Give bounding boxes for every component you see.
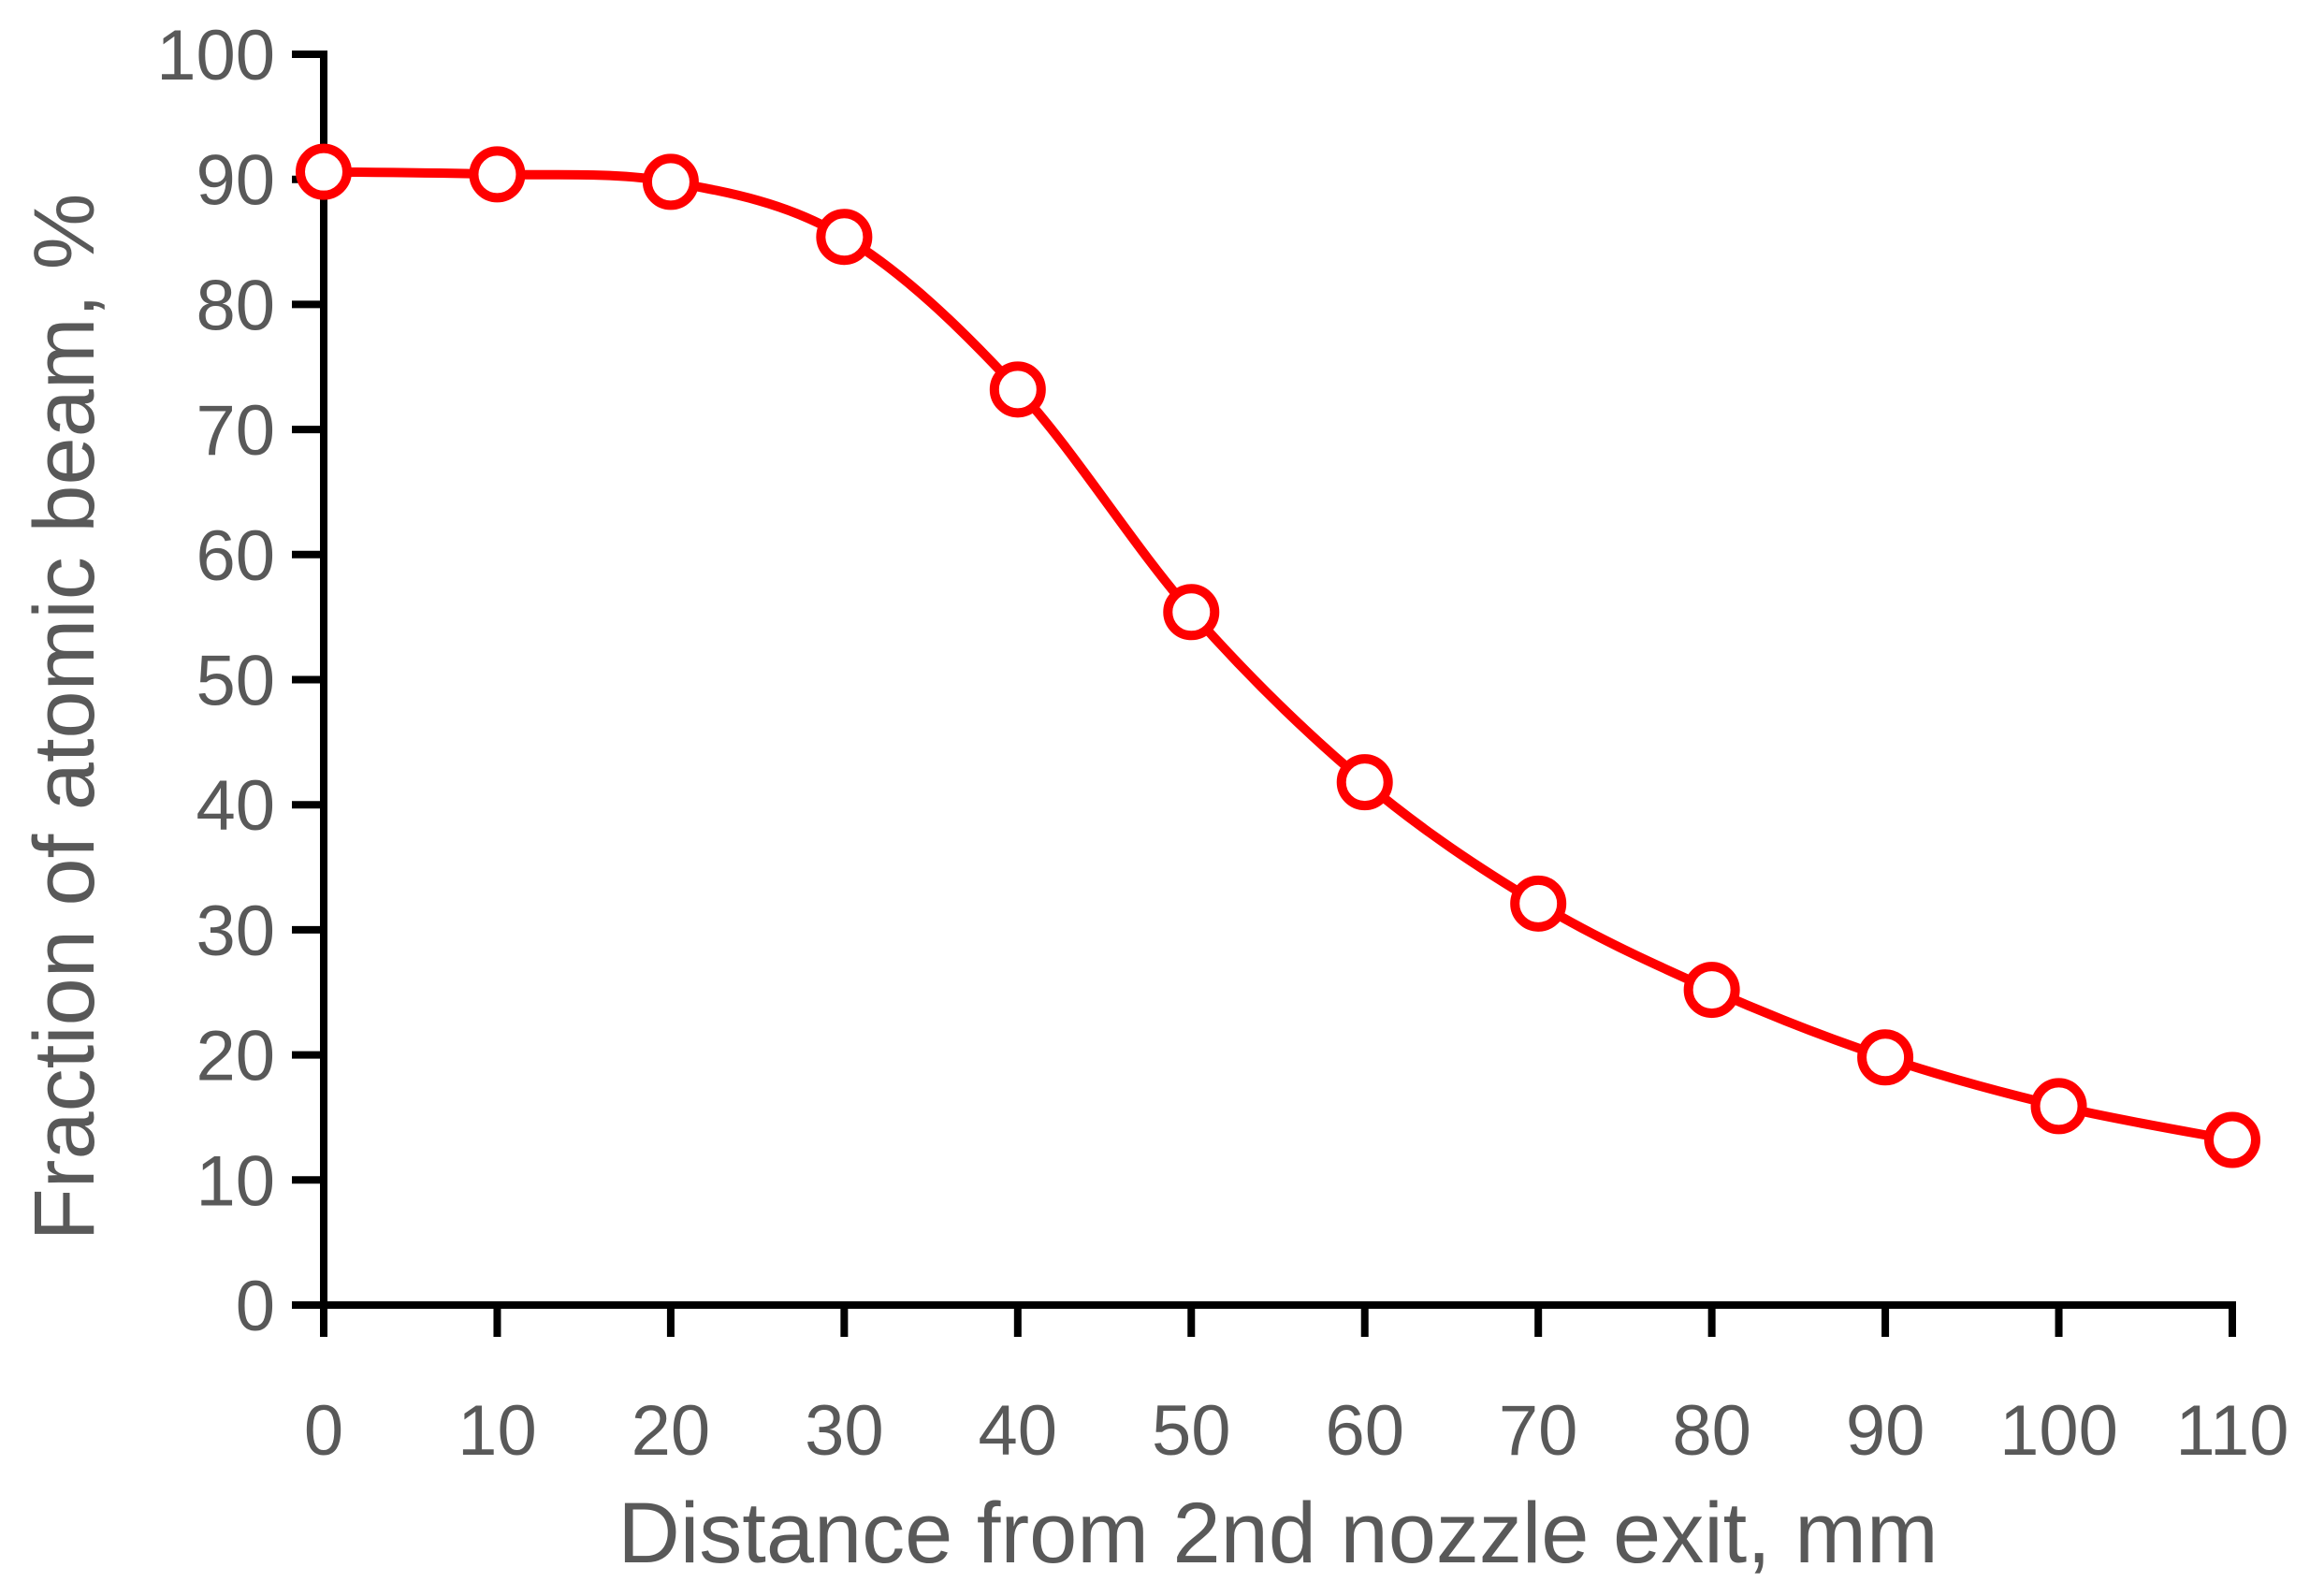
- x-axis-ticks: 0 10 20 30 40 50 60 70 80 90 100 110: [304, 1305, 2289, 1471]
- y-tick-label: 90: [196, 141, 275, 221]
- y-tick-label: 70: [196, 391, 275, 471]
- y-tick-label: 80: [196, 266, 275, 345]
- data-point: [989, 361, 1046, 418]
- y-tick-label: 10: [196, 1141, 275, 1221]
- x-tick-label: 110: [2175, 1391, 2288, 1471]
- x-tick-label: 20: [632, 1391, 711, 1471]
- series-line: [323, 167, 2233, 1145]
- x-tick-label: 40: [979, 1391, 1058, 1471]
- data-point: [1510, 875, 1567, 932]
- y-tick-label: 0: [236, 1267, 275, 1346]
- x-tick-label: 60: [1325, 1391, 1404, 1471]
- x-tick-label: 10: [458, 1391, 537, 1471]
- y-tick-label: 40: [196, 766, 275, 846]
- x-tick-label: 50: [1152, 1391, 1231, 1471]
- y-axis-title: Fraction of atomic beam, %: [17, 194, 112, 1241]
- y-tick-label: 20: [196, 1017, 275, 1096]
- data-point: [296, 143, 352, 200]
- y-tick-label: 30: [196, 892, 275, 971]
- y-tick-label: 60: [196, 516, 275, 596]
- series-layer: [296, 143, 2260, 1168]
- x-tick-label: 90: [1846, 1391, 1925, 1471]
- data-point: [816, 209, 873, 266]
- data-point: [2030, 1078, 2087, 1135]
- x-tick-label: 70: [1499, 1391, 1578, 1471]
- x-tick-label: 0: [304, 1391, 343, 1471]
- x-axis-title: Distance from 2nd nozzle exit, mm: [617, 1486, 1938, 1581]
- y-axis-ticks: 0 10 20 30 40 50 60 70 80 90 100: [156, 16, 324, 1346]
- data-point: [469, 146, 526, 203]
- y-tick-label: 50: [196, 642, 275, 721]
- data-point: [642, 153, 699, 210]
- x-tick-label: 80: [1672, 1391, 1751, 1471]
- data-point: [1163, 584, 1220, 641]
- x-tick-label: 100: [1999, 1391, 2118, 1471]
- x-tick-label: 30: [805, 1391, 884, 1471]
- data-point: [1683, 962, 1740, 1019]
- data-point: [1336, 754, 1393, 811]
- data-point: [1857, 1029, 1914, 1086]
- y-tick-label: 100: [156, 16, 275, 95]
- data-point: [2204, 1111, 2260, 1168]
- axes: [320, 51, 2236, 1309]
